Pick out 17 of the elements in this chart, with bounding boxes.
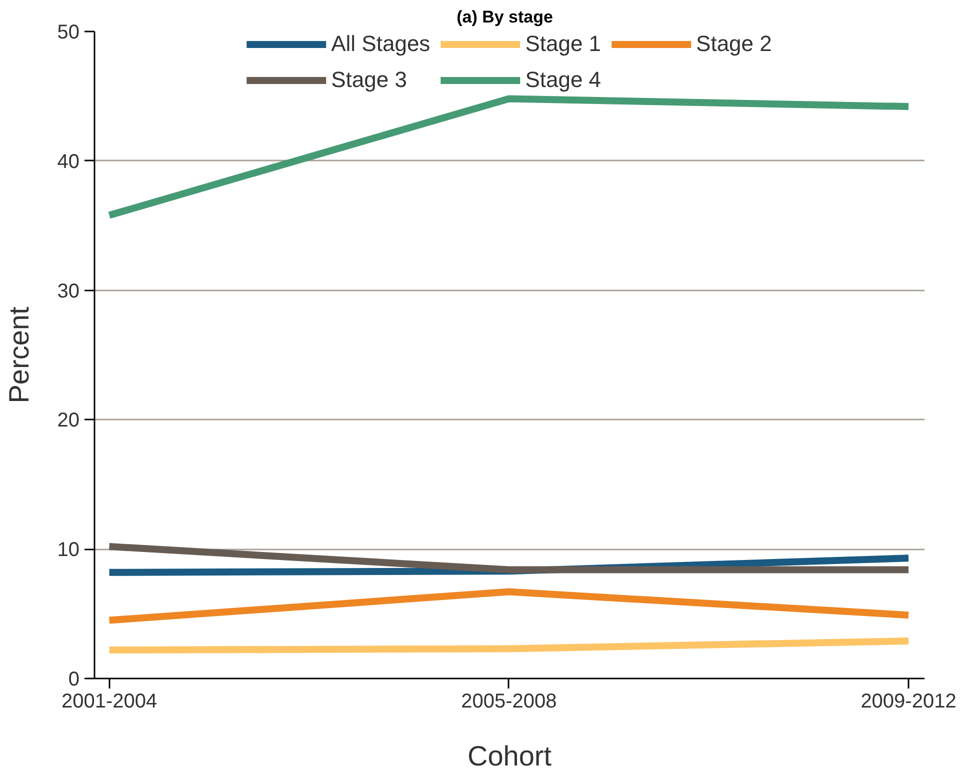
- y-axis-title: Percent: [3, 306, 34, 404]
- x-tick-label: 2005-2008: [461, 690, 557, 712]
- legend-label: All Stages: [331, 31, 430, 57]
- x-tick-label: 2001-2004: [61, 690, 158, 712]
- legend-label: Stage 2: [696, 31, 772, 57]
- legend-label: Stage 1: [525, 31, 602, 57]
- y-tick-label: 0: [68, 668, 80, 690]
- legend-label: Stage 4: [525, 67, 602, 93]
- y-tick-label: 10: [57, 539, 80, 562]
- y-tick-label: 50: [57, 22, 80, 44]
- x-axis-title: Cohort: [467, 740, 552, 772]
- x-tick-label: 2009-2012: [860, 690, 956, 712]
- legend-label: Stage 3: [331, 67, 407, 93]
- y-tick-label: 40: [57, 150, 80, 173]
- y-tick-label: 30: [57, 280, 80, 302]
- chart-title: (a) By stage: [456, 8, 553, 26]
- y-tick-label: 20: [57, 410, 80, 432]
